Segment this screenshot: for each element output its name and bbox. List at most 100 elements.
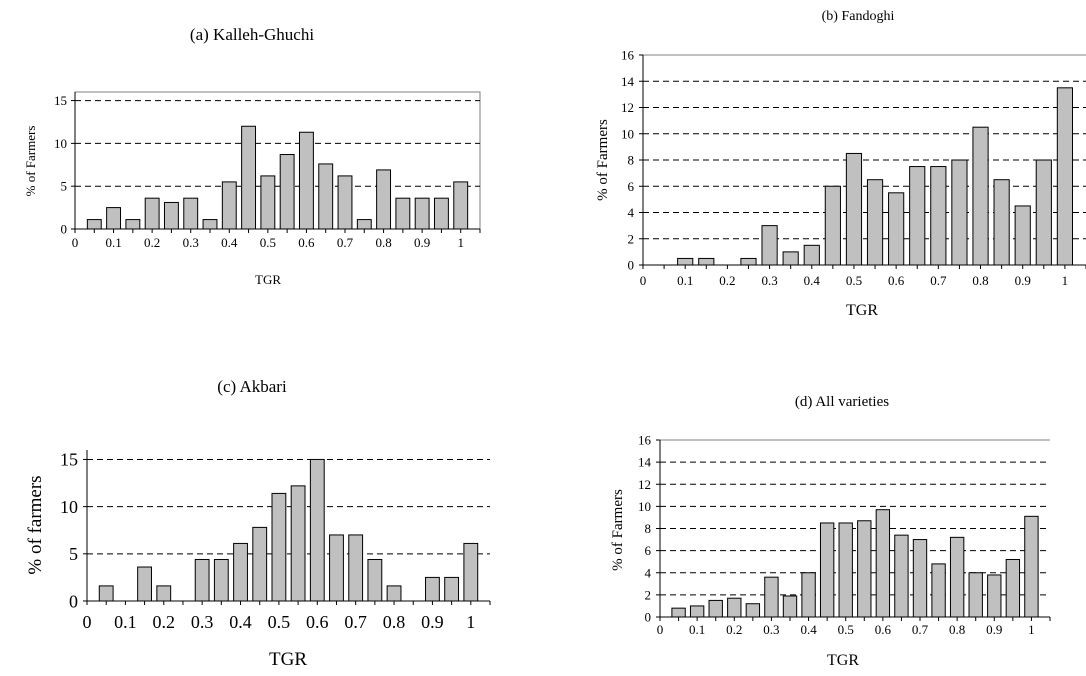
bar xyxy=(949,536,965,618)
x-tick-label: 0.1 xyxy=(677,273,693,288)
bar xyxy=(930,166,947,266)
chart-title: (d) All varieties xyxy=(795,394,889,410)
y-tick-label: 15 xyxy=(60,450,78,470)
bar xyxy=(782,251,799,266)
y-axis-label: % of Farmers xyxy=(610,489,626,571)
y-tick-label: 4 xyxy=(645,565,652,580)
x-tick-label: 0.8 xyxy=(972,273,988,288)
bar xyxy=(386,585,402,602)
x-tick-label: 0.3 xyxy=(191,612,214,632)
y-tick-label: 12 xyxy=(638,477,651,492)
y-tick-label: 16 xyxy=(621,48,635,63)
bar xyxy=(144,197,160,230)
x-tick-label: 0.3 xyxy=(761,273,777,288)
x-tick-label: 0.2 xyxy=(726,622,742,637)
x-tick-label: 0.8 xyxy=(949,622,965,637)
bar xyxy=(86,219,102,230)
x-tick-label: 0.7 xyxy=(337,235,354,250)
y-tick-label: 6 xyxy=(645,543,652,558)
x-tick-label: 0 xyxy=(72,235,79,250)
x-tick-label: 0.3 xyxy=(183,235,199,250)
chart-title: (c) Akbari xyxy=(217,377,287,396)
bar xyxy=(298,131,314,230)
x-axis-label: TGR xyxy=(255,272,281,287)
x-tick-label: 0.2 xyxy=(153,612,176,632)
x-tick-label: 0.1 xyxy=(114,612,137,632)
bar xyxy=(761,225,778,266)
bar xyxy=(951,159,968,266)
bar xyxy=(1005,558,1021,618)
bar xyxy=(875,509,891,618)
bar xyxy=(444,576,460,602)
bar xyxy=(1035,159,1052,266)
x-tick-label: 1 xyxy=(466,612,475,632)
bar xyxy=(329,534,344,602)
bar xyxy=(163,201,179,230)
x-tick-label: 0.7 xyxy=(930,273,947,288)
y-tick-label: 16 xyxy=(638,433,652,448)
x-axis-label: TGR xyxy=(846,302,878,319)
x-axis-label: TGR xyxy=(269,649,307,670)
y-tick-label: 10 xyxy=(54,136,67,151)
x-tick-label: 0.6 xyxy=(298,235,315,250)
bar xyxy=(912,539,928,618)
y-tick-label: 10 xyxy=(621,126,634,141)
bar xyxy=(824,185,841,266)
bar xyxy=(260,175,276,230)
bar xyxy=(987,574,1002,618)
x-tick-label: 0 xyxy=(83,612,92,632)
bar xyxy=(1024,515,1039,618)
y-axis-label: % of Farmers xyxy=(595,119,611,201)
y-axis-label: % of Farmers xyxy=(23,126,38,197)
bar xyxy=(453,181,469,230)
x-tick-label: 0.9 xyxy=(421,612,444,632)
bar xyxy=(183,197,199,230)
y-tick-label: 10 xyxy=(638,499,651,514)
bar xyxy=(433,197,449,230)
bar xyxy=(337,175,353,230)
bar xyxy=(241,125,257,230)
bar xyxy=(698,257,715,266)
x-tick-label: 0.7 xyxy=(344,612,367,632)
bar xyxy=(290,485,306,602)
x-tick-label: 0.4 xyxy=(804,273,821,288)
y-tick-label: 4 xyxy=(628,205,635,220)
bar xyxy=(318,163,334,230)
x-tick-label: 0.4 xyxy=(229,612,252,632)
bar xyxy=(764,576,779,618)
x-tick-label: 1 xyxy=(1062,273,1069,288)
bar xyxy=(137,566,152,602)
bar xyxy=(972,126,989,266)
bar xyxy=(968,572,983,618)
bar xyxy=(894,534,909,618)
x-tick-label: 0.5 xyxy=(846,273,862,288)
bar xyxy=(1056,87,1074,266)
bar xyxy=(309,458,325,602)
bar xyxy=(213,558,229,602)
bar xyxy=(279,154,295,230)
bar xyxy=(425,576,440,602)
y-tick-label: 0 xyxy=(61,222,68,237)
x-tick-label: 0.9 xyxy=(414,235,430,250)
y-tick-label: 14 xyxy=(638,455,652,470)
chart-title: (a) Kalleh-Ghuchi xyxy=(190,25,314,44)
bar xyxy=(689,605,705,618)
y-tick-label: 5 xyxy=(69,544,78,564)
chart-fandoghi: (b) Fandoghi % of Farmers TGR 0246810121… xyxy=(595,9,1086,319)
chart-kalleh-ghuchi: (a) Kalleh-Ghuchi % of Farmers TGR 05101… xyxy=(23,25,481,287)
x-tick-label: 0.9 xyxy=(1015,273,1031,288)
x-tick-label: 1 xyxy=(457,235,464,250)
x-tick-label: 0 xyxy=(640,273,647,288)
bar xyxy=(677,257,694,266)
y-tick-label: 0 xyxy=(628,258,635,273)
y-tick-label: 8 xyxy=(645,521,652,536)
bar xyxy=(1014,205,1031,266)
bar xyxy=(221,181,237,230)
bar xyxy=(348,534,364,602)
y-tick-label: 14 xyxy=(621,74,635,89)
bar xyxy=(356,219,372,230)
bar xyxy=(866,179,884,266)
bar xyxy=(671,607,686,618)
x-tick-label: 0.4 xyxy=(221,235,238,250)
